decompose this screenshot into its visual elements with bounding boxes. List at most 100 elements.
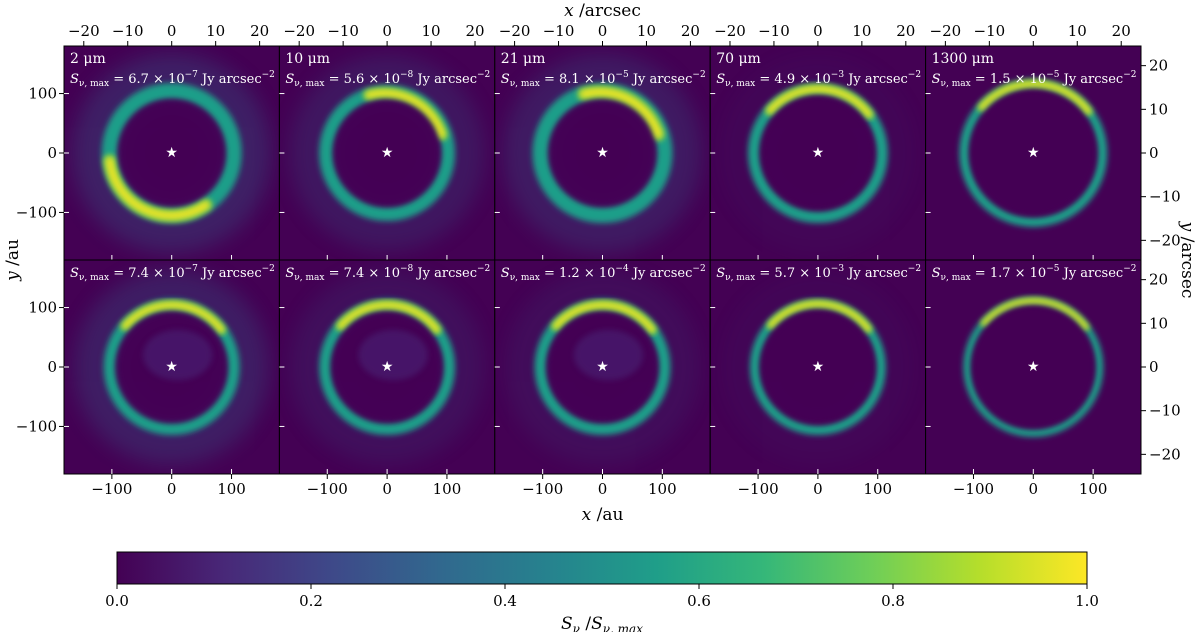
peak-intensity-label: Sν, max = 6.7 × 10−7 Jy arcsec−2 [70, 70, 275, 89]
x-arcsec-tick-label: 0 [382, 22, 392, 40]
ring-peak-arc [123, 302, 224, 332]
x-arcsec-tick-label: 20 [250, 22, 269, 40]
central-star-marker: ★ [165, 359, 178, 375]
inner-cavity [760, 96, 875, 210]
image-panel: ★ Sν, max = 7.4 × 10−7 Jy arcsec−2 [63, 259, 280, 475]
disk-halo [719, 269, 916, 465]
x-arcsec-tick-label: −20 [714, 22, 746, 40]
x-arcsec-tick-label: 10 [1068, 22, 1087, 40]
x-au-axis-label: x /au [582, 505, 624, 525]
x-arcsec-axis-label: x /arcsec [564, 1, 641, 21]
disk-halo [71, 53, 272, 253]
y-arcsec-tick-label: 10 [1149, 314, 1168, 332]
disk-halo [289, 55, 486, 251]
disk-halo [717, 53, 918, 253]
x-arcsec-tick-label: 20 [1112, 22, 1131, 40]
y-arcsec-tick-label: 20 [1149, 271, 1168, 289]
panel-image: ★ [64, 46, 280, 260]
inner-cavity [972, 306, 1095, 428]
wavelength-label: 1300 μm [932, 51, 994, 67]
panel-image: ★ [279, 46, 495, 260]
axes-group: −100 0 100−20 −10 0 10 20−100 0 100−20 −10 0 10 20−1… [3, 1, 1197, 525]
x-arcsec-tick-label: 10 [637, 22, 656, 40]
colorbar: 0.0 0.2 0.4 0.6 0.8 1.0 Sν /Sν, max [105, 551, 1099, 632]
x-arcsec-tick-label: −10 [974, 22, 1006, 40]
y-arcsec-tick-label: −10 [1149, 402, 1181, 420]
x-arcsec-tick-label: 20 [465, 22, 484, 40]
inner-disk-shadow [142, 329, 213, 381]
wavelength-label: 2 μm [70, 51, 106, 67]
x-au-tick-label: 0 [167, 480, 177, 498]
x-arcsec-tick-label: −10 [327, 22, 359, 40]
ring-peak-arc [767, 86, 872, 117]
x-arcsec-tick-label: −20 [930, 22, 962, 40]
x-au-tick-label: 0 [1029, 480, 1039, 498]
x-arcsec-tick-label: −10 [112, 22, 144, 40]
ring-peak-arc [553, 302, 655, 332]
y-arcsec-tick-label: −20 [1149, 231, 1181, 249]
panel-image: ★ [710, 260, 926, 474]
peak-intensity-label: Sν, max = 5.6 × 10−8 Jy arcsec−2 [285, 70, 490, 89]
peak-intensity-label: Sν, max = 8.1 × 10−5 Jy arcsec−2 [501, 70, 706, 89]
image-panel: ★ Sν, max = 1.2 × 10−4 Jy arcsec−2 [494, 259, 711, 475]
image-panels-group: ★ 2 μm Sν, max = 6.7 × 10−7 Jy arcsec−2 ★ 10… [63, 45, 1142, 475]
panel-image: ★ [925, 46, 1141, 260]
peak-intensity-label: Sν, max = 1.5 × 10−5 Jy arcsec−2 [932, 70, 1137, 89]
central-star-marker: ★ [381, 359, 394, 375]
x-arcsec-tick-label: 10 [206, 22, 225, 40]
x-arcsec-tick-label: 0 [598, 22, 608, 40]
inner-disk-shadow [358, 329, 428, 381]
y-arcsec-tick-label: 0 [1149, 358, 1159, 376]
panel-image: ★ [710, 46, 926, 260]
x-arcsec-tick-label: 0 [1029, 22, 1039, 40]
image-panel: ★ Sν, max = 1.7 × 10−5 Jy arcsec−2 [925, 259, 1142, 475]
disk-halo [502, 53, 703, 253]
colorbar-tick-label: 0.4 [493, 592, 517, 610]
x-arcsec-tick-label: 10 [422, 22, 441, 40]
x-arcsec-tick-label: 20 [681, 22, 700, 40]
peak-intensity-label: Sν, max = 1.7 × 10−5 Jy arcsec−2 [932, 264, 1137, 283]
x-arcsec-tick-label: 0 [813, 22, 823, 40]
y-au-axis-label: y /au [3, 239, 23, 282]
panel-image: ★ [925, 260, 1141, 474]
central-star-marker: ★ [596, 359, 609, 375]
inner-cavity [760, 310, 875, 424]
central-star-marker: ★ [596, 145, 609, 161]
x-au-tick-label: −100 [522, 480, 563, 498]
y-au-tick-label: −100 [16, 203, 57, 221]
x-arcsec-tick-label: 10 [852, 22, 871, 40]
x-arcsec-tick-label: 20 [896, 22, 915, 40]
x-au-tick-label: 100 [1079, 480, 1108, 498]
x-au-tick-label: −100 [307, 480, 348, 498]
inner-cavity [334, 100, 441, 206]
x-arcsec-tick-label: −20 [283, 22, 315, 40]
x-au-tick-label: 100 [648, 480, 677, 498]
y-au-tick-label: 100 [28, 85, 57, 103]
x-au-tick-label: 100 [863, 480, 892, 498]
y-au-tick-label: −100 [16, 417, 57, 435]
inner-cavity [549, 100, 656, 206]
inner-cavity [118, 100, 225, 206]
x-au-tick-label: 100 [217, 480, 246, 498]
central-star-marker: ★ [165, 145, 178, 161]
ring-peak-arc [581, 89, 662, 138]
disk-halo [289, 269, 486, 465]
x-au-tick-label: 0 [598, 480, 608, 498]
image-panel: ★ 10 μm Sν, max = 5.6 × 10−8 Jy arcsec−2 [278, 45, 496, 261]
x-au-tick-label: 0 [813, 480, 823, 498]
wavelength-label: 70 μm [716, 51, 761, 67]
colorbar-tick-label: 1.0 [1075, 592, 1099, 610]
peak-intensity-label: Sν, max = 7.4 × 10−8 Jy arcsec−2 [285, 264, 490, 283]
y-au-tick-label: 0 [47, 144, 57, 162]
disk-halo [504, 269, 701, 465]
x-au-tick-label: 100 [433, 480, 462, 498]
x-au-tick-label: −100 [737, 480, 778, 498]
panel-image: ★ [279, 260, 495, 474]
y-arcsec-tick-label: 0 [1149, 144, 1159, 162]
peak-intensity-label: Sν, max = 7.4 × 10−7 Jy arcsec−2 [70, 264, 275, 283]
disk-halo [73, 269, 270, 465]
inner-disk-shadow [573, 329, 644, 381]
peak-intensity-label: Sν, max = 4.9 × 10−3 Jy arcsec−2 [716, 70, 921, 89]
image-panel: ★ 21 μm Sν, max = 8.1 × 10−5 Jy arcsec−2 [494, 45, 711, 261]
colorbar-tick-label: 0.6 [687, 592, 711, 610]
